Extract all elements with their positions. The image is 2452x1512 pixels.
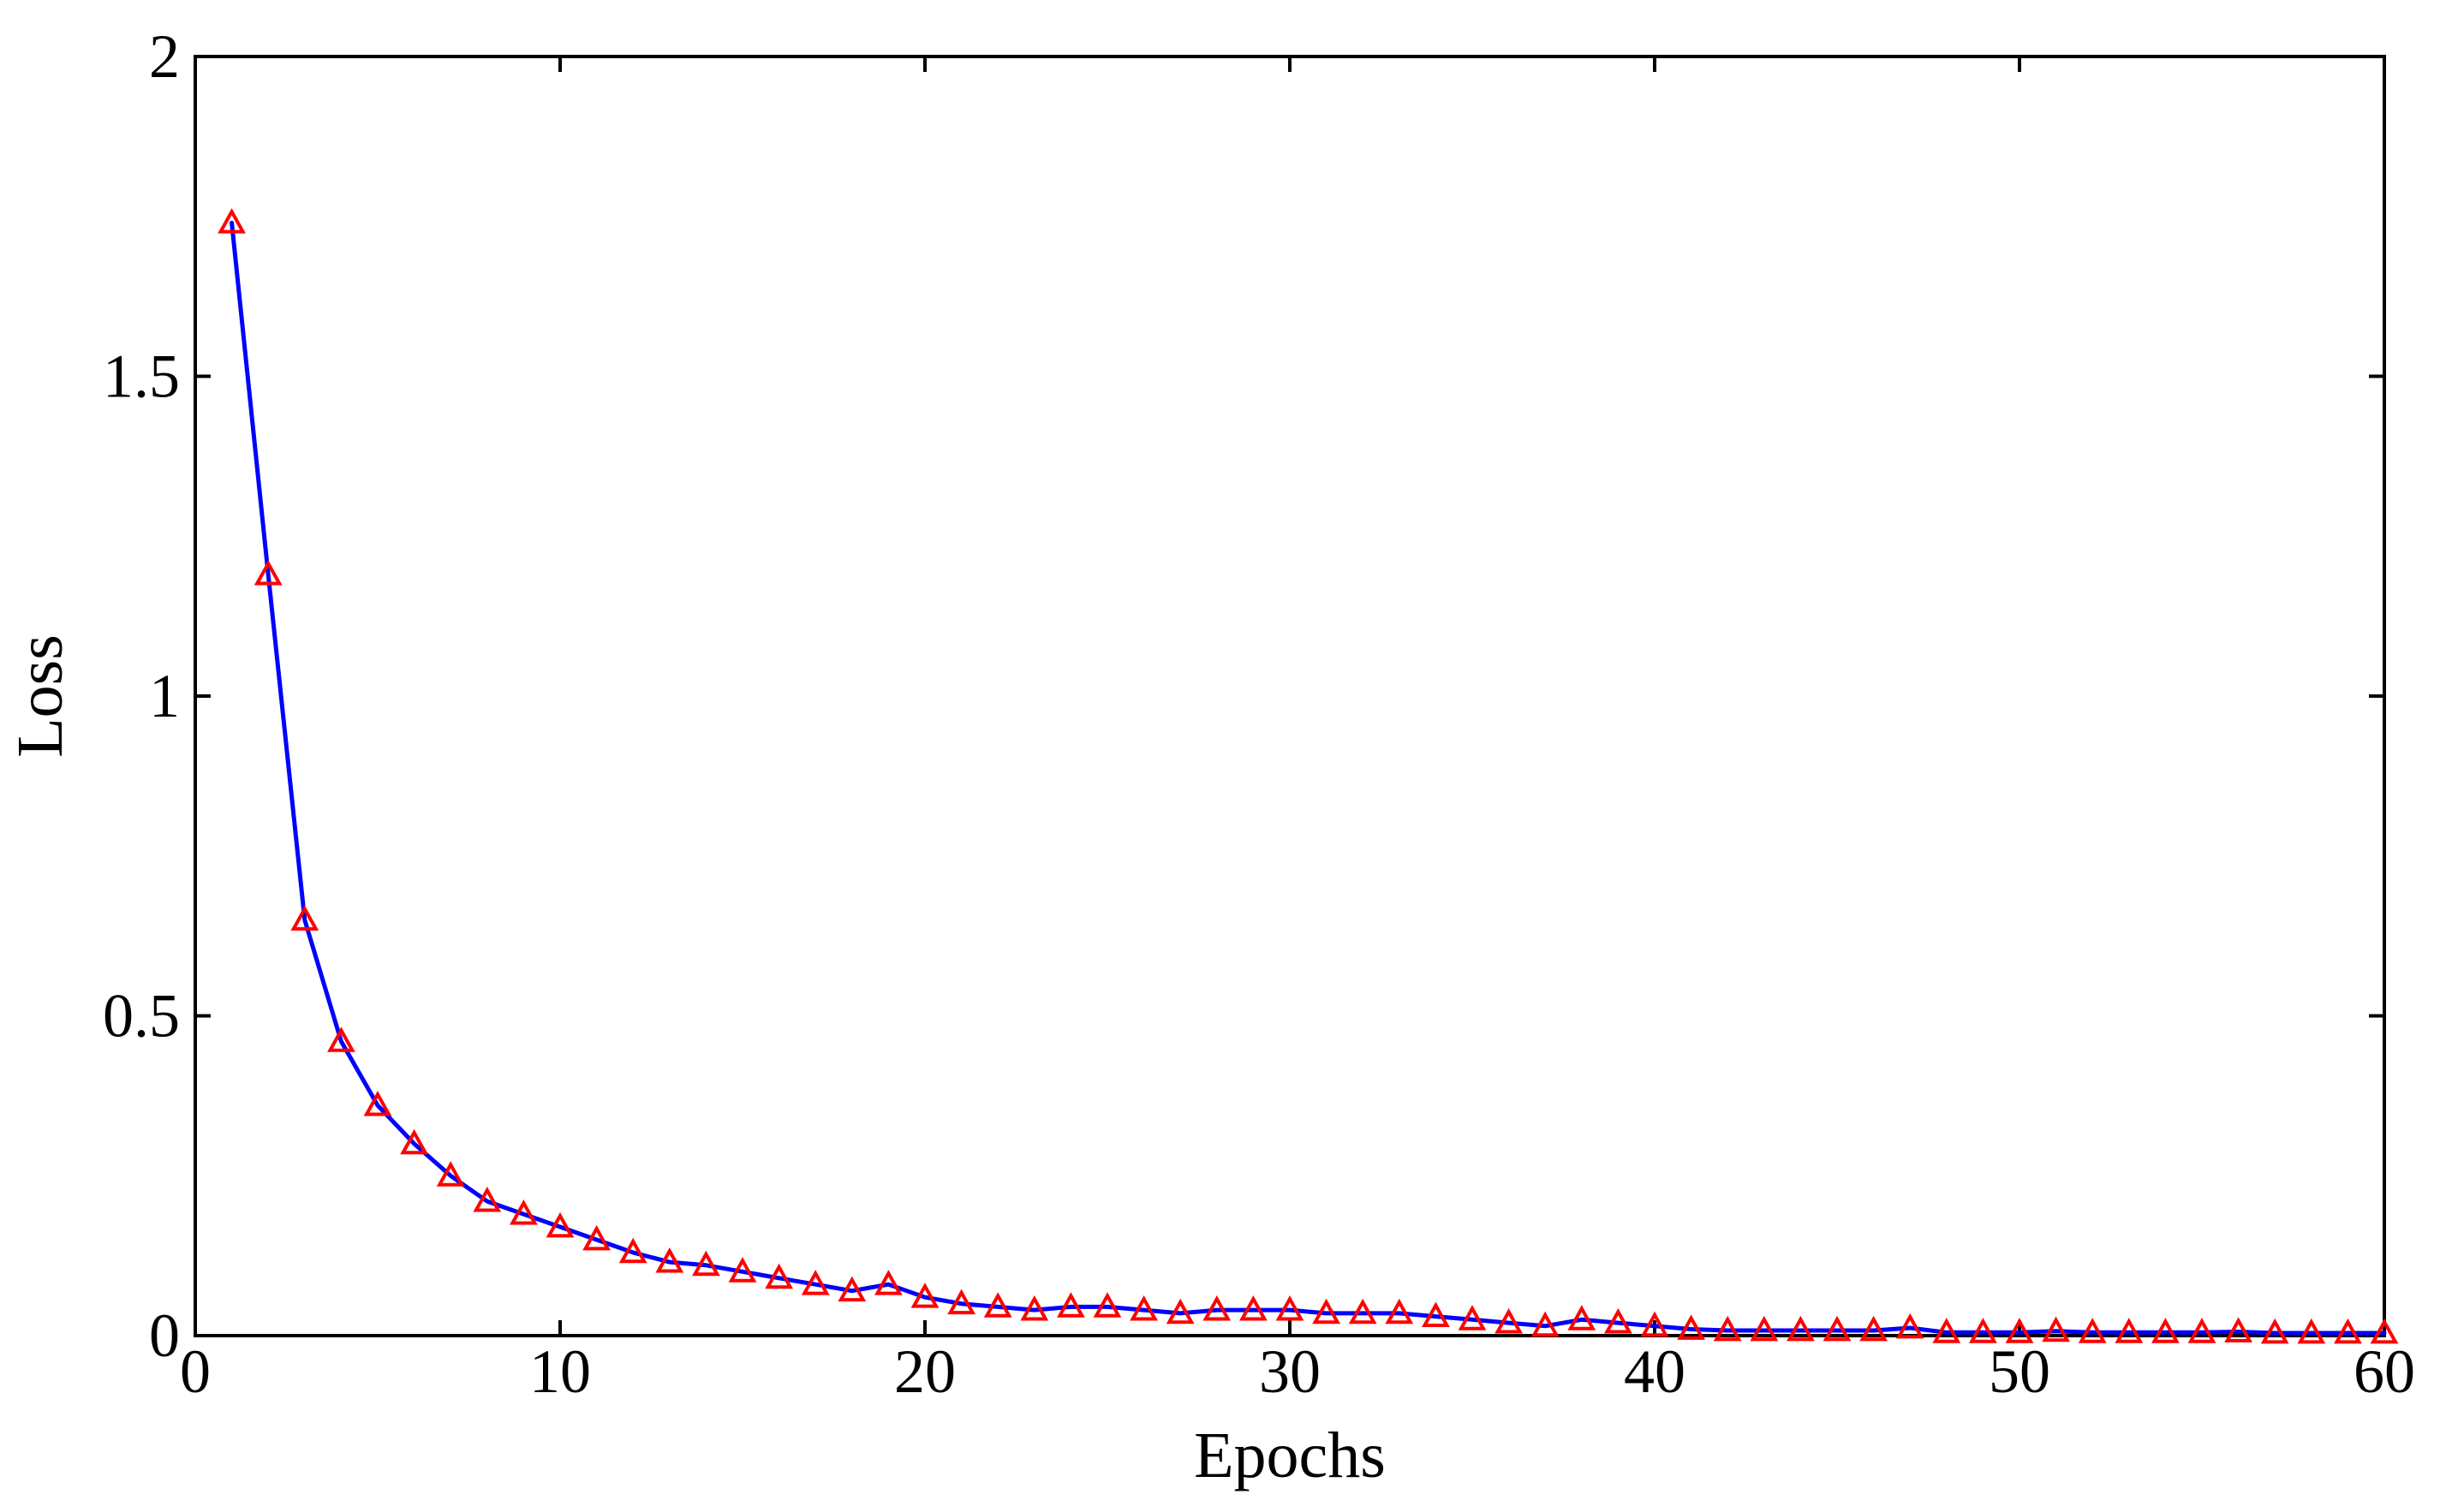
x-tick-label: 20 — [894, 1337, 956, 1406]
data-point-marker — [1348, 1298, 1377, 1324]
data-point-marker — [1677, 1314, 1705, 1340]
data-point-marker — [801, 1270, 830, 1295]
data-point-marker — [1020, 1295, 1049, 1321]
data-point-marker — [1787, 1315, 1815, 1342]
data-point-marker — [1458, 1305, 1487, 1330]
data-point-marker — [2115, 1318, 2144, 1343]
data-point-marker — [327, 1027, 355, 1052]
data-point-marker — [1823, 1315, 1852, 1342]
data-point-marker — [910, 1283, 940, 1308]
data-point-marker — [1895, 1313, 1924, 1339]
data-point-marker — [618, 1237, 647, 1264]
y-axis-label: Loss — [4, 634, 76, 758]
data-point-marker — [1494, 1307, 1523, 1334]
data-point-marker — [546, 1211, 575, 1238]
data-point-marker — [1275, 1295, 1304, 1321]
plot-area — [194, 55, 2386, 1337]
data-point-marker — [1859, 1315, 1888, 1342]
data-point-marker — [2224, 1317, 2252, 1342]
data-point-marker — [1713, 1315, 1742, 1342]
data-point-marker — [2297, 1318, 2326, 1344]
data-point-marker — [1750, 1315, 1779, 1342]
marker-layer — [218, 208, 2399, 1344]
y-tick-label: 0 — [149, 1301, 180, 1370]
data-point-marker — [510, 1199, 538, 1225]
x-axis-label: Epochs — [1194, 1420, 1386, 1491]
data-point-marker — [947, 1289, 975, 1315]
data-point-marker — [1640, 1311, 1669, 1337]
data-point-marker — [983, 1292, 1012, 1318]
data-point-marker — [2260, 1318, 2289, 1344]
data-point-marker — [1385, 1298, 1414, 1324]
data-point-marker — [1239, 1295, 1268, 1321]
data-point-marker — [1202, 1295, 1232, 1321]
y-tick-label: 1 — [149, 662, 180, 730]
data-point-marker — [436, 1161, 465, 1187]
x-tick-label: 10 — [529, 1337, 591, 1406]
data-point-marker — [655, 1247, 684, 1273]
data-point-marker — [1530, 1311, 1560, 1337]
data-point-marker — [1130, 1295, 1158, 1321]
data-point-marker — [473, 1186, 502, 1212]
data-point-marker — [290, 905, 319, 931]
data-point-marker — [254, 559, 283, 586]
data-point-marker — [2078, 1318, 2107, 1343]
x-tick-label: 60 — [2354, 1337, 2415, 1406]
data-point-marker — [1093, 1292, 1122, 1318]
data-point-marker — [765, 1263, 793, 1289]
data-point-marker — [1422, 1301, 1450, 1327]
data-point-marker — [218, 208, 246, 234]
data-point-marker — [2005, 1318, 2034, 1343]
data-point-marker — [874, 1270, 903, 1295]
data-point-marker — [2187, 1318, 2216, 1343]
data-point-marker — [1567, 1305, 1596, 1330]
data-point-marker — [1969, 1318, 1997, 1343]
data-point-marker — [1604, 1307, 1632, 1334]
data-point-marker — [400, 1128, 428, 1155]
x-tick-label: 50 — [1989, 1337, 2050, 1406]
data-point-marker — [2151, 1318, 2180, 1343]
x-tick-label: 30 — [1259, 1337, 1321, 1406]
data-point-marker — [2334, 1318, 2362, 1344]
data-point-marker — [728, 1257, 757, 1283]
data-point-marker — [1932, 1318, 1961, 1343]
y-tick-label: 0.5 — [103, 982, 180, 1051]
data-point-marker — [838, 1276, 867, 1302]
data-point-marker — [1166, 1298, 1195, 1324]
data-point-marker — [692, 1250, 720, 1277]
data-point-marker — [1312, 1298, 1340, 1324]
data-point-marker — [363, 1090, 392, 1116]
data-point-marker — [2370, 1318, 2399, 1344]
data-point-marker — [2042, 1316, 2070, 1342]
data-point-marker — [582, 1224, 611, 1251]
x-tick-label: 40 — [1624, 1337, 1685, 1406]
y-tick-label: 2 — [149, 22, 180, 91]
y-tick-label: 1.5 — [103, 342, 180, 411]
x-tick-label: 0 — [180, 1337, 211, 1406]
ticks-layer: 0 10 20 30 40 50 60 0 0.5 1 1.5 2 — [103, 22, 2415, 1406]
data-point-marker — [1057, 1292, 1085, 1318]
